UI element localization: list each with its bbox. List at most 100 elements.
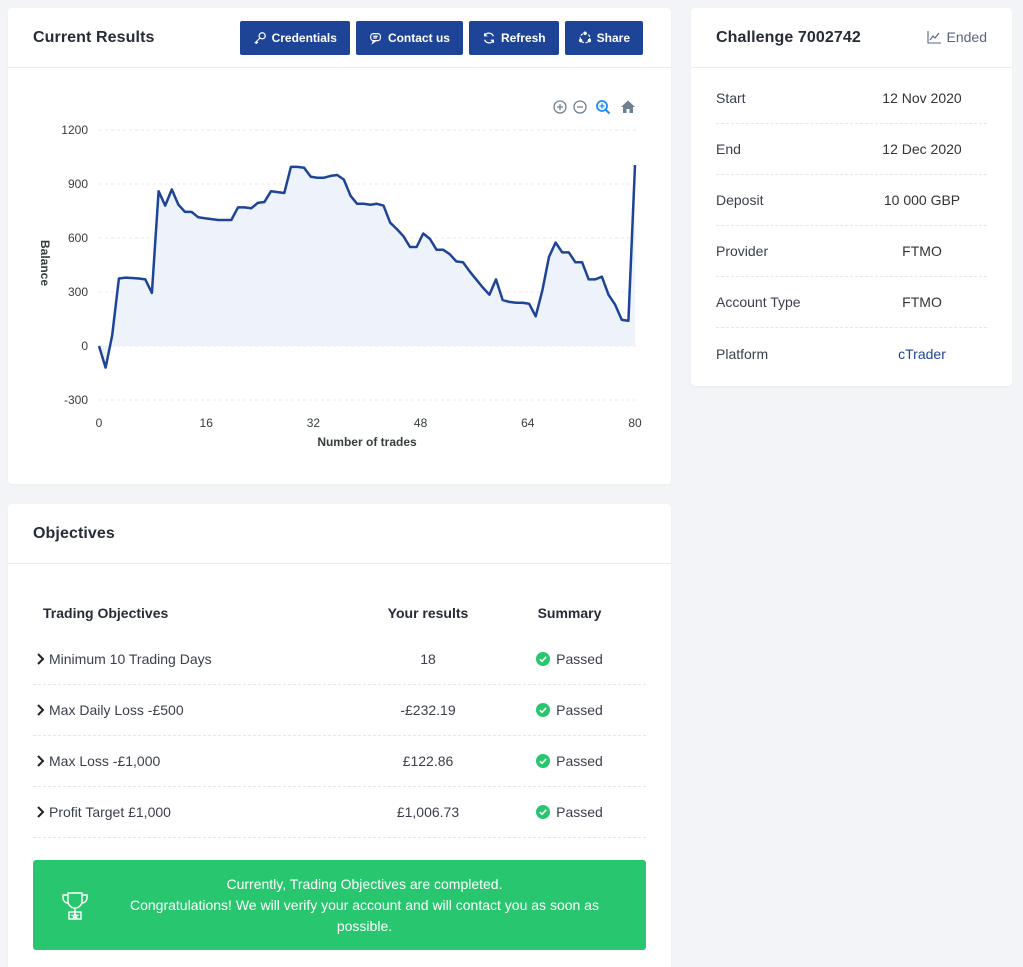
challenge-details: Start 12 Nov 2020 End 12 Dec 2020 Deposit 10 …	[691, 68, 1012, 379]
current-results-card: Current Results Credentials Contact us R…	[8, 8, 671, 484]
objective-row[interactable]: Max Daily Loss -£500 -£232.19 Passed	[33, 685, 646, 736]
objectives-table-header: Trading Objectives Your results Summary	[33, 592, 646, 634]
objective-name: Minimum 10 Trading Days	[49, 651, 212, 667]
check-circle-icon	[536, 652, 551, 666]
x-tick-label: 16	[200, 416, 214, 430]
y-tick-label: 600	[68, 231, 88, 245]
zoom-out-icon[interactable]	[573, 100, 587, 114]
chevron-right-icon[interactable]	[33, 702, 49, 718]
challenge-row-label: Start	[716, 90, 746, 106]
chevron-right-icon[interactable]	[33, 804, 49, 820]
objective-row[interactable]: Max Loss -£1,000 £122.86 Passed	[33, 736, 646, 787]
summary-status: Passed	[556, 753, 603, 769]
challenge-row-value: FTMO	[902, 243, 942, 259]
header-summary: Summary	[537, 605, 602, 621]
x-tick-label: 48	[414, 416, 428, 430]
results-toolbar: Credentials Contact us Refresh Share	[239, 21, 643, 55]
share-button[interactable]: Share	[564, 21, 643, 55]
objective-cell: Profit Target £1,000	[33, 804, 363, 820]
credentials-label: Credentials	[271, 31, 337, 45]
objectives-card: Objectives Trading Objectives Your resul…	[8, 504, 671, 967]
y-axis-ticks: 1200 900 600 300 0 -300	[61, 123, 88, 407]
objective-name: Profit Target £1,000	[49, 804, 171, 820]
credentials-button[interactable]: Credentials	[239, 21, 350, 55]
contact-us-button[interactable]: Contact us	[355, 21, 463, 55]
challenge-row-value: 12 Dec 2020	[882, 141, 962, 157]
refresh-label: Refresh	[500, 31, 546, 45]
challenge-row-label: Account Type	[716, 294, 801, 310]
y-tick-label: 1200	[61, 123, 88, 137]
challenge-card: Challenge 7002742 Ended Start 12 Nov 2020…	[691, 8, 1012, 386]
home-icon[interactable]	[621, 100, 635, 114]
balance-line	[97, 165, 637, 369]
objective-name: Max Daily Loss -£500	[49, 702, 184, 718]
share-icon	[578, 31, 591, 44]
x-axis-label: Number of trades	[317, 435, 417, 449]
chat-icon	[370, 33, 381, 45]
x-tick-label: 64	[521, 416, 535, 430]
zoom-select-icon[interactable]	[596, 100, 611, 115]
challenge-row-start: Start 12 Nov 2020	[716, 73, 987, 124]
refresh-button[interactable]: Refresh	[468, 21, 559, 55]
challenge-row-label: Deposit	[716, 192, 764, 208]
objectives-title: Objectives	[33, 524, 115, 542]
banner-text: Currently, Trading Objectives are comple…	[93, 874, 646, 937]
header-trading-objectives: Trading Objectives	[43, 605, 169, 621]
chevron-right-icon[interactable]	[33, 753, 49, 769]
status-text: Ended	[946, 29, 987, 45]
challenge-row-provider: Provider FTMO	[716, 226, 987, 277]
challenge-row-end: End 12 Dec 2020	[716, 124, 987, 175]
challenge-row-value: 12 Nov 2020	[882, 90, 962, 106]
objectives-rows: Minimum 10 Trading Days 18 Passed Max Daily…	[33, 634, 646, 838]
chart-line-icon	[926, 31, 941, 44]
x-tick-label: 32	[307, 416, 321, 430]
objective-cell: Max Loss -£1,000	[33, 753, 363, 769]
x-axis-ticks: 0 16 32 48 64 80	[96, 416, 642, 430]
y-tick-label: 300	[68, 285, 88, 299]
chevron-right-icon[interactable]	[33, 651, 49, 667]
objectives-header: Objectives	[8, 504, 671, 564]
objective-summary: Passed	[493, 753, 646, 769]
balance-area	[99, 165, 635, 368]
challenge-header: Challenge 7002742	[691, 8, 1012, 68]
objective-summary: Passed	[493, 702, 646, 718]
objective-name: Max Loss -£1,000	[49, 753, 161, 769]
objective-result: £1,006.73	[396, 804, 460, 820]
check-circle-icon	[536, 805, 551, 819]
check-circle-icon	[536, 754, 551, 768]
challenge-row-platform: Platform cTrader	[716, 328, 987, 379]
x-tick-label: 80	[628, 416, 642, 430]
objective-row[interactable]: Profit Target £1,000 £1,006.73 Passed	[33, 787, 646, 838]
objective-summary: Passed	[493, 651, 646, 667]
challenge-row-deposit: Deposit 10 000 GBP	[716, 175, 987, 226]
check-circle-icon	[536, 703, 551, 717]
balance-chart: 1200 900 600 300 0 -300 0 16 32 48 64 80 Number of…	[38, 100, 642, 449]
challenge-row-label: Platform	[716, 345, 769, 362]
status-badge: Ended	[926, 29, 987, 45]
y-tick-label: 900	[68, 177, 88, 191]
results-header: Current Results	[8, 8, 671, 68]
y-tick-label: -300	[64, 393, 88, 407]
results-title: Current Results	[33, 28, 155, 46]
challenge-row-value[interactable]: cTrader	[898, 345, 946, 362]
y-axis-label: Balance	[38, 240, 52, 286]
challenge-row-value: 10 000 GBP	[883, 192, 961, 208]
objective-row[interactable]: Minimum 10 Trading Days 18 Passed	[33, 634, 646, 685]
share-label: Share	[596, 31, 630, 45]
challenge-row-label: End	[716, 141, 741, 157]
challenge-row-label: Provider	[716, 243, 769, 259]
summary-status: Passed	[556, 804, 603, 820]
objective-cell: Minimum 10 Trading Days	[33, 651, 363, 667]
zoom-in-icon[interactable]	[553, 100, 567, 114]
refresh-icon	[483, 32, 494, 44]
challenge-row-account-type: Account Type FTMO	[716, 277, 987, 328]
summary-status: Passed	[556, 702, 603, 718]
objective-result: -£232.19	[400, 702, 456, 718]
banner-line-1: Currently, Trading Objectives are comple…	[226, 875, 503, 892]
objectives-table: Trading Objectives Your results Summary …	[33, 592, 646, 838]
contact-us-label: Contact us	[387, 31, 450, 45]
challenge-row-value: FTMO	[902, 294, 942, 310]
objective-result: £122.86	[402, 753, 454, 769]
trophy-icon	[62, 892, 88, 920]
challenge-title: Challenge 7002742	[716, 28, 861, 46]
